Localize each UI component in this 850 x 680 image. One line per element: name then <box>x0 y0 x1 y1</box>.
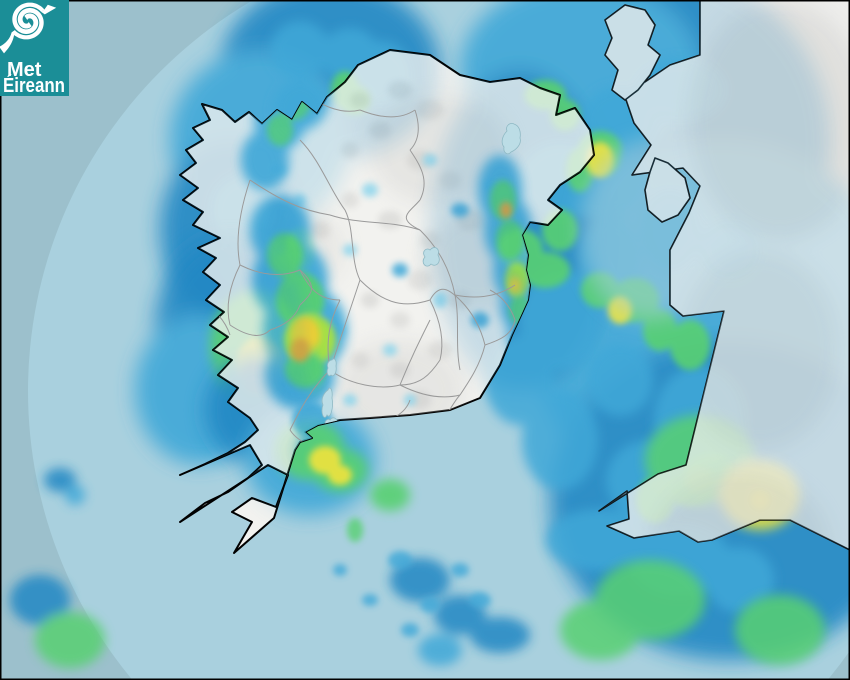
svg-text:Éireann: Éireann <box>3 74 65 97</box>
